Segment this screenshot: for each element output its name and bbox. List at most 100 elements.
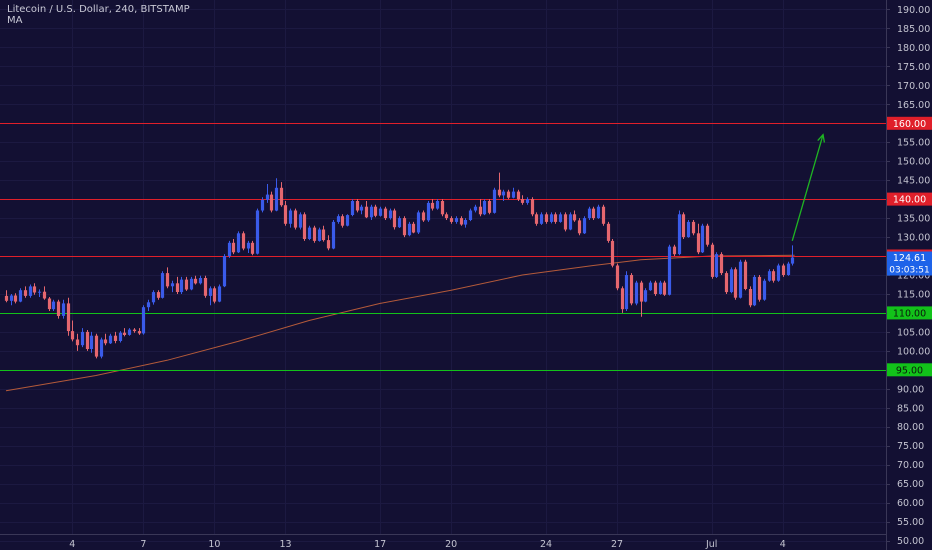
candle-down [639,280,644,317]
candle-body [364,206,369,218]
candle-up [558,212,563,223]
candle-down [478,199,483,217]
candle-body [293,210,298,228]
candle-body [369,206,374,218]
candle-body [786,263,791,275]
candle-up [473,204,478,213]
time-axis[interactable]: 4 7 10 13 17 20 24 27 Jul 4 [69,539,786,550]
candle-body [302,214,307,239]
candle-up [624,271,629,311]
candle-up [350,199,355,217]
candle-down [497,172,502,198]
candle-body [658,282,663,294]
candle-body [606,223,611,241]
candle-body [80,331,85,346]
candle-body [459,218,464,225]
candle-body [705,225,710,245]
moving-average-line [5,254,795,392]
candle-up [700,223,705,253]
symbol-title[interactable]: Litecoin / U.S. Dollar, 240, BITSTAMP [7,4,190,15]
candle-down [733,267,738,300]
candle-body [113,335,118,341]
candle-body [601,206,606,224]
candle-up [127,328,132,336]
candle-body [61,303,66,316]
candle-body [56,301,61,316]
time-tick-label: 24 [540,539,552,550]
candle-body [478,206,483,215]
candle-body [776,265,781,281]
candle-down [137,328,142,335]
candle-up [274,178,279,212]
candle-body [321,229,326,241]
candle-body [127,329,132,335]
candle-up [454,216,459,224]
candle-body [340,216,345,226]
candle-down [283,201,288,226]
candle-body [103,339,108,344]
candle-up [525,197,530,205]
candle-body [568,214,573,230]
candle-down [681,212,686,239]
candle-up [643,288,648,303]
candle-down [487,199,492,215]
level-label-resistance: 160.00 [887,116,932,130]
candle-body [241,233,246,249]
indicator-label[interactable]: MA [7,15,23,26]
candle-body [198,278,203,284]
candle-down [279,182,284,207]
candle-body [231,242,236,253]
candle-body [23,290,28,296]
candle-body [577,220,582,234]
candle-down [321,225,326,242]
candle-up [179,276,184,294]
level-label-text: 160.00 [893,119,926,130]
candle-body [724,273,729,293]
candle-body [388,210,393,219]
candle-down [383,206,388,220]
candle-up [786,261,791,276]
candle-down [563,212,568,232]
candle-up [236,231,241,253]
price-tick-label: 135.00 [897,214,930,225]
candle-body [667,246,672,295]
bar-countdown: 03:03:51 [889,266,929,276]
candle-body [89,335,94,349]
candle-up [378,206,383,217]
candle-up [634,280,639,306]
candle-up [160,271,165,299]
candle-up [208,286,213,306]
candle-body [752,276,757,306]
candle-down [241,231,246,251]
candle-body [553,214,558,222]
candle-down [606,221,611,243]
candle-body [757,276,762,300]
candle-body [767,271,772,281]
candle-body [32,286,37,293]
candle-down [56,299,61,319]
candle-up [359,204,364,215]
candle-body [118,332,123,341]
candle-up [549,212,554,224]
candle-down [620,286,625,313]
time-tick-label: 20 [445,539,457,550]
candle-down [13,293,18,304]
candle-body [733,269,738,298]
candle-down [392,208,397,230]
candle-down [719,252,724,275]
time-tick-label: 4 [780,539,786,550]
candle-down [710,242,715,279]
candle-up [189,276,194,291]
candle-body [748,289,753,306]
candle-body [440,201,445,215]
price-tick-label: 180.00 [897,43,930,54]
candle-body [51,301,56,310]
candle-body [700,225,705,253]
candle-down [440,199,445,217]
level-label-text: 110.00 [893,308,926,319]
time-tick-label: 7 [140,539,146,550]
candle-up [539,212,544,225]
candle-up [222,254,227,288]
candle-body [373,206,378,216]
